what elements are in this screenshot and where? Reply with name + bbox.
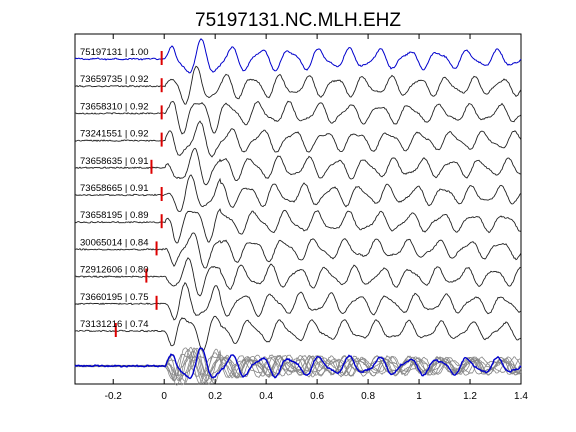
trace-label: 73131216 | 0.74 <box>80 319 149 330</box>
trace-waveform <box>74 120 522 158</box>
trace-4: 73658635 | 0.91 <box>74 147 522 186</box>
x-tick-label: 0.6 <box>310 391 324 402</box>
chart-title: 75197131.NC.MLH.EHZ <box>195 10 401 31</box>
trace-waveform <box>74 65 522 105</box>
stack-trace <box>74 347 522 380</box>
trace-label: 73241551 | 0.92 <box>80 129 149 140</box>
trace-label: 75197131 | 1.00 <box>80 47 149 58</box>
x-tick-label: 0 <box>161 391 167 402</box>
x-tick-label: -0.2 <box>105 391 123 402</box>
trace-waveform <box>74 208 522 244</box>
trace-label: 73658665 | 0.91 <box>80 183 149 194</box>
trace-6: 73658195 | 0.89 <box>74 208 522 244</box>
trace-3: 73241551 | 0.92 <box>74 120 522 158</box>
plot-frame <box>74 33 522 385</box>
trace-waveform <box>74 315 522 352</box>
trace-waveform <box>74 232 522 269</box>
x-axis: -0.2 0 0.2 0.4 0.6 0.8 1 1.2 1.4 <box>105 34 528 402</box>
trace-label: 30065014 | 0.84 <box>80 237 149 248</box>
x-tick-label: 0.4 <box>259 391 273 402</box>
x-tick-label: 1.2 <box>463 391 477 402</box>
trace-label: 73660195 | 0.75 <box>80 292 149 303</box>
trace-1: 73659735 | 0.92 <box>74 65 522 105</box>
trace-waveform <box>74 281 522 321</box>
x-tick-label: 0.8 <box>361 391 375 402</box>
trace-8: 72912606 | 0.80 <box>74 257 522 297</box>
trace-waveform <box>74 147 522 186</box>
trace-label: 73658310 | 0.92 <box>80 101 149 112</box>
trace-label: 72912606 | 0.80 <box>80 265 149 276</box>
trace-waveform <box>74 38 522 74</box>
trace-waveform <box>74 100 522 135</box>
trace-7: 30065014 | 0.84 <box>74 232 522 269</box>
trace-waveform <box>74 174 522 213</box>
trace-9: 73660195 | 0.75 <box>74 281 522 321</box>
x-tick-label: 1 <box>416 391 422 402</box>
trace-waveform <box>74 257 522 297</box>
x-tick-label: 0.2 <box>208 391 222 402</box>
trace-label: 73658635 | 0.91 <box>80 156 149 167</box>
trace-0: 75197131 | 1.00 <box>74 38 522 74</box>
trace-2: 73658310 | 0.92 <box>74 100 522 135</box>
trace-label: 73659735 | 0.92 <box>80 74 149 85</box>
trace-5: 73658665 | 0.91 <box>74 174 522 213</box>
trace-10: 73131216 | 0.74 <box>74 315 522 352</box>
trace-label: 73658195 | 0.89 <box>80 210 149 221</box>
stack-overlay-layer <box>74 346 522 386</box>
x-tick-label: 1.4 <box>514 391 528 402</box>
traces-layer: 75197131 | 1.00 73659735 | 0.92 73658310 |… <box>74 38 522 352</box>
